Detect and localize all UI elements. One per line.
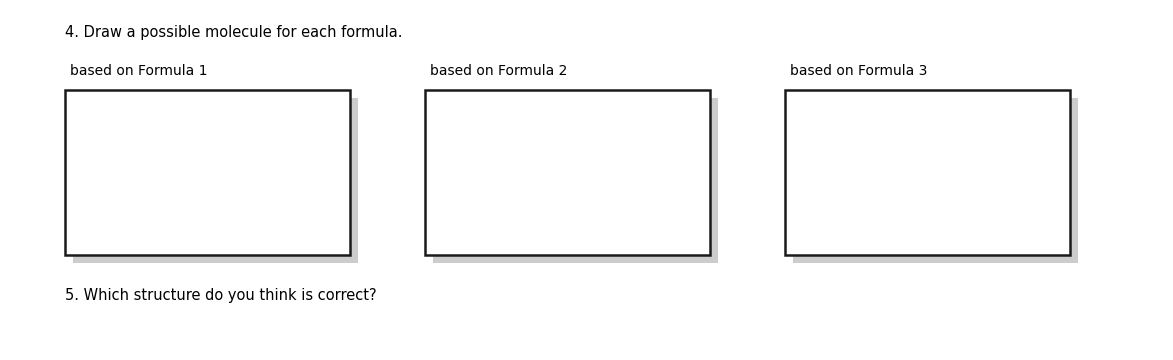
- Text: 4. Draw a possible molecule for each formula.: 4. Draw a possible molecule for each for…: [65, 25, 402, 40]
- Bar: [785, 90, 1070, 255]
- Text: 5. Which structure do you think is correct?: 5. Which structure do you think is corre…: [65, 288, 377, 303]
- Bar: [433, 98, 718, 263]
- Bar: [73, 98, 358, 263]
- Text: based on Formula 3: based on Formula 3: [789, 64, 928, 78]
- Text: based on Formula 1: based on Formula 1: [70, 64, 208, 78]
- Bar: [425, 90, 710, 255]
- Bar: [65, 90, 350, 255]
- Text: based on Formula 2: based on Formula 2: [430, 64, 568, 78]
- Bar: [793, 98, 1078, 263]
